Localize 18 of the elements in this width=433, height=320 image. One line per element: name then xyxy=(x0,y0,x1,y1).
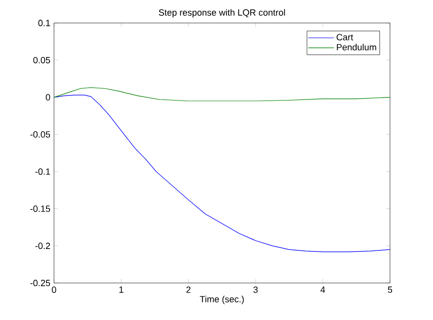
y-tick-label: -0.05 xyxy=(30,131,50,138)
x-tick-label: 0 xyxy=(52,286,56,293)
x-tick-label: 3 xyxy=(253,286,258,293)
x-tick-label: 4 xyxy=(320,286,326,293)
x-axis-title: Time (sec.) xyxy=(200,296,244,304)
legend-label: Pendulum xyxy=(336,44,376,50)
y-tick-label: -0.25 xyxy=(30,280,50,286)
y-tick-label: 0 xyxy=(46,94,50,100)
x-tick-label: 5 xyxy=(388,286,392,293)
y-tick-label: -0.1 xyxy=(35,168,50,175)
y-tick-label: -0.2 xyxy=(35,242,50,250)
legend-label: Cart xyxy=(336,34,354,40)
chart-title: Step response with LQR control xyxy=(158,9,285,18)
y-tick-label: 0.1 xyxy=(38,20,50,26)
x-tick-label: 1 xyxy=(119,286,124,293)
x-tick-label: 2 xyxy=(186,286,190,293)
y-tick-label: -0.15 xyxy=(30,206,50,212)
y-tick-label: 0.05 xyxy=(33,56,50,64)
